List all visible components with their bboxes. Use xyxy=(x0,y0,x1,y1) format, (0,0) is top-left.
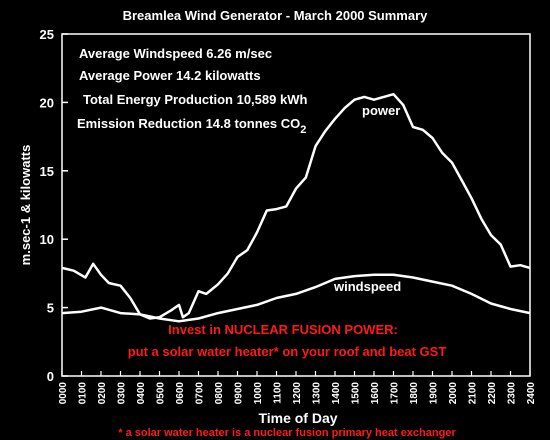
stat-average-windspeed: Average Windspeed 6.26 m/sec xyxy=(79,46,272,61)
emission-text: Emission Reduction 14.8 tonnes CO xyxy=(77,116,300,131)
x-tick-label: 0500 xyxy=(156,382,167,405)
series-label-power: power xyxy=(362,103,400,118)
x-tick-label: 1000 xyxy=(253,382,264,405)
stat-average-power: Average Power 14.2 kilowatts xyxy=(79,68,261,83)
x-tick-label: 0200 xyxy=(97,382,108,405)
x-axis-label: Time of Day xyxy=(258,410,337,426)
promo-line-2: put a solar water heater* on your roof a… xyxy=(128,344,447,359)
stat-emission-reduction: Emission Reduction 14.8 tonnes CO2 xyxy=(77,116,306,136)
x-tick-label: 0800 xyxy=(214,382,225,405)
y-axis: 0 5 10 15 20 25 xyxy=(40,27,68,384)
x-tick-label: 1800 xyxy=(409,382,420,405)
y-axis-label: m.sec-1 & kilowatts xyxy=(18,145,33,266)
x-tick-label: 0600 xyxy=(175,382,186,405)
y-tick-label: 25 xyxy=(40,27,54,42)
footnote: * a solar water heater is a nuclear fusi… xyxy=(118,427,456,439)
x-tick-label: 0400 xyxy=(136,382,147,405)
x-tick-label: 1700 xyxy=(390,382,401,405)
chart-title: Breamlea Wind Generator - March 2000 Sum… xyxy=(123,8,429,23)
y-tick-label: 20 xyxy=(40,95,54,110)
emission-subscript: 2 xyxy=(300,124,306,136)
series-label-windspeed: windspeed xyxy=(333,279,401,294)
promo-line-1: Invest in NUCLEAR FUSION POWER: xyxy=(168,322,398,337)
x-tick-label: 1500 xyxy=(351,382,362,405)
x-tick-label: 0900 xyxy=(234,382,245,405)
series-lines xyxy=(61,92,531,323)
x-tick-label: 1400 xyxy=(331,382,342,405)
y-tick-label: 0 xyxy=(47,369,54,384)
x-tick-label: 1600 xyxy=(370,382,381,405)
x-tick-label: 0000 xyxy=(58,382,69,405)
x-tick-label: 2100 xyxy=(468,382,479,405)
x-tick-label: 0700 xyxy=(195,382,206,405)
x-tick-label: 2300 xyxy=(507,382,518,405)
x-tick-label: 2000 xyxy=(448,382,459,405)
y-tick-label: 10 xyxy=(40,232,54,247)
x-tick-label: 1200 xyxy=(292,382,303,405)
y-tick-label: 5 xyxy=(47,301,54,316)
y-tick-label: 15 xyxy=(40,164,54,179)
x-axis: 0000 0100 0200 0300 0400 0500 0600 0700 0800 0900… xyxy=(58,371,537,404)
series-line-windspeed xyxy=(61,273,531,323)
stat-total-energy: Total Energy Production 10,589 kWh xyxy=(83,92,307,107)
x-tick-label: 2200 xyxy=(487,382,498,405)
x-tick-label: 1300 xyxy=(312,382,323,405)
x-tick-label: 0300 xyxy=(117,382,128,405)
x-tick-label: 2400 xyxy=(526,382,537,405)
x-tick-label: 0100 xyxy=(78,382,89,405)
x-tick-label: 1900 xyxy=(429,382,440,405)
x-tick-label: 1100 xyxy=(273,382,284,404)
